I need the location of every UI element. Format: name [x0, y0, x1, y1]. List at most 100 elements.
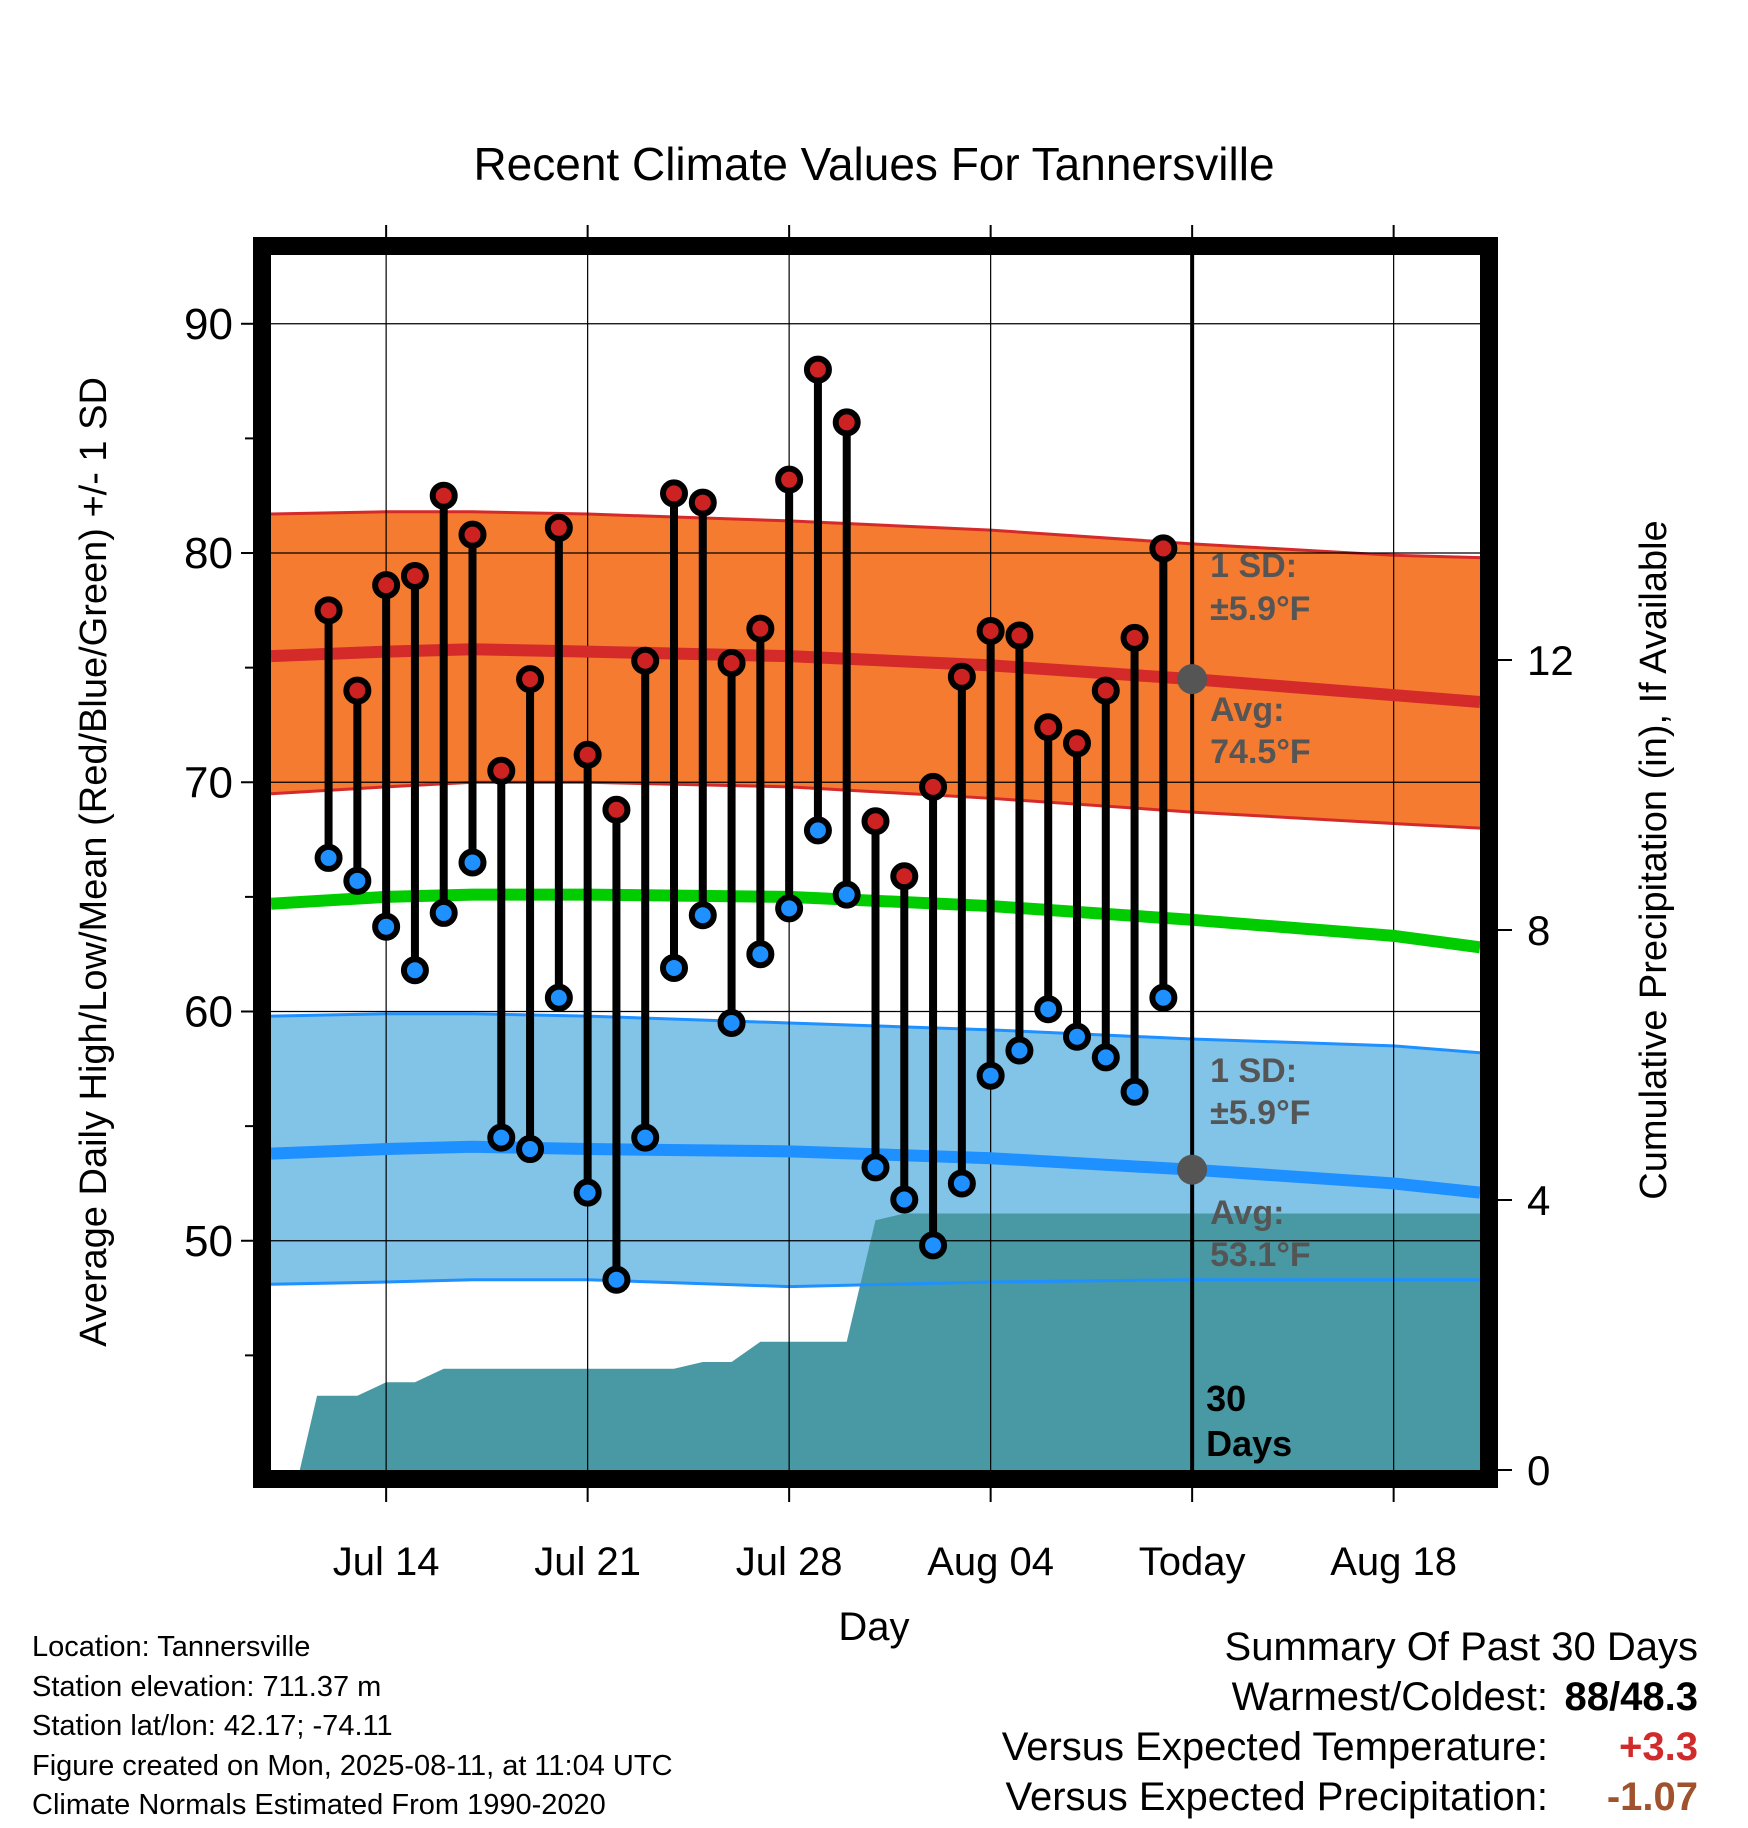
- high-point: [803, 355, 832, 384]
- high-point: [602, 795, 631, 824]
- high-point: [1091, 676, 1120, 705]
- summary-title: Summary Of Past 30 Days: [1224, 1625, 1698, 1669]
- low-point: [343, 866, 372, 895]
- low-point: [1034, 995, 1063, 1024]
- low-point: [717, 1008, 746, 1037]
- low-avg-value: 53.1°F: [1210, 1236, 1311, 1274]
- low-point: [429, 898, 458, 927]
- low-point: [660, 953, 688, 982]
- precip-area: [299, 1213, 1481, 1470]
- elevation-text: Station elevation: 711.37 m: [32, 1670, 382, 1703]
- chart-title: Recent Climate Values For Tannersville: [473, 138, 1274, 190]
- high-point: [717, 649, 746, 678]
- y-tick-label: 90: [184, 300, 233, 349]
- today-high-avg-marker: [1177, 664, 1208, 695]
- x-axis-label: Day: [838, 1605, 909, 1649]
- high-point: [947, 662, 976, 691]
- location-text: Location: Tannersville: [32, 1631, 311, 1663]
- summary-temp: Versus Expected Temperature: +3.3: [1002, 1722, 1698, 1772]
- low-point: [976, 1061, 1005, 1090]
- warmest-value: 88: [1564, 1675, 1610, 1719]
- low-avg-line: [270, 1140, 1481, 1199]
- high-point: [544, 513, 573, 542]
- low-point: [890, 1185, 919, 1214]
- low-point: [947, 1169, 976, 1198]
- precip-label: Versus Expected Precipitation:: [1005, 1775, 1548, 1819]
- low-point: [688, 901, 717, 930]
- y-tick-label: 50: [184, 1217, 233, 1266]
- low-point: [544, 983, 573, 1012]
- plot-frame: [253, 237, 1498, 1488]
- days-label: Days: [1206, 1423, 1292, 1464]
- high-point: [429, 481, 458, 510]
- high-point: [746, 614, 775, 643]
- x-tick-label: Today: [1139, 1540, 1246, 1584]
- low-point: [573, 1178, 602, 1207]
- temp-label: Versus Expected Temperature:: [1001, 1725, 1548, 1769]
- high-point: [573, 740, 602, 769]
- low-point: [1005, 1036, 1034, 1065]
- high-point: [458, 520, 487, 549]
- high-point: [775, 465, 804, 494]
- low-point: [314, 843, 343, 872]
- x-tick-label: Aug 04: [927, 1540, 1054, 1584]
- low-point: [832, 880, 861, 909]
- daily-stems: [324, 369, 1168, 1280]
- low-point: [1091, 1043, 1120, 1072]
- high-point: [314, 596, 343, 625]
- summary-precip: Versus Expected Precipitation: -1.07: [1002, 1772, 1698, 1822]
- latlon-text: Station lat/lon: 42.17; -74.11: [32, 1710, 393, 1742]
- high-point: [660, 479, 688, 508]
- low-point: [803, 816, 832, 845]
- x-tick-label: Jul 28: [736, 1540, 843, 1584]
- low-point: [746, 940, 775, 969]
- days-count: 30: [1206, 1378, 1246, 1419]
- y-tick-label: 70: [184, 758, 233, 807]
- high-avg-value: 74.5°F: [1210, 733, 1311, 771]
- summary-warm-cold: Warmest/Coldest: 88/48.3: [1231, 1675, 1698, 1719]
- y2-tick-label: 0: [1527, 1447, 1550, 1494]
- low-point: [631, 1123, 660, 1152]
- normals-text: Climate Normals Estimated From 1990-2020: [32, 1789, 606, 1821]
- low-point: [458, 848, 487, 877]
- low-point: [861, 1153, 890, 1182]
- high-point: [688, 488, 717, 517]
- y2-tick-label: 12: [1527, 637, 1574, 684]
- high-point: [372, 571, 401, 600]
- high-point: [832, 408, 861, 437]
- high-point: [1149, 534, 1178, 563]
- low-point: [487, 1123, 516, 1152]
- high-point: [631, 646, 660, 675]
- high-point: [1063, 729, 1091, 758]
- high-point: [1005, 621, 1034, 650]
- high-sd-value: ±5.9°F: [1210, 590, 1310, 628]
- y-tick-label: 80: [184, 529, 233, 578]
- high-sd-band: [271, 511, 1480, 829]
- low-point: [602, 1265, 631, 1294]
- x-tick-label: Jul 21: [534, 1540, 641, 1584]
- precip-value: -1.07: [1606, 1775, 1698, 1819]
- coldest-value: 48.3: [1620, 1675, 1698, 1719]
- high-point: [890, 862, 919, 891]
- low-point: [400, 956, 429, 985]
- x-tick-label: Jul 14: [333, 1540, 440, 1584]
- created-text: Figure created on Mon, 2025-08-11, at 11…: [32, 1749, 673, 1782]
- high-point: [919, 772, 948, 801]
- today-low-avg-marker: [1177, 1154, 1208, 1185]
- high-point: [1034, 713, 1063, 742]
- low-point: [1120, 1077, 1149, 1106]
- low-point: [1149, 983, 1178, 1012]
- high-point: [976, 616, 1005, 645]
- high-point: [487, 756, 516, 785]
- station-info: Location: Tannersville Station elevation…: [32, 1628, 673, 1826]
- high-point: [1120, 623, 1149, 652]
- low-point: [372, 912, 401, 941]
- warm-cold-label: Warmest/Coldest:: [1231, 1675, 1548, 1719]
- y2-tick-label: 4: [1527, 1177, 1550, 1224]
- high-point: [516, 665, 545, 694]
- high-point: [343, 676, 372, 705]
- y-axis-label: Average Daily High/Low/Mean (Red/Blue/Gr…: [73, 377, 115, 1347]
- high-point: [400, 561, 429, 590]
- y2-tick-label: 8: [1527, 907, 1550, 954]
